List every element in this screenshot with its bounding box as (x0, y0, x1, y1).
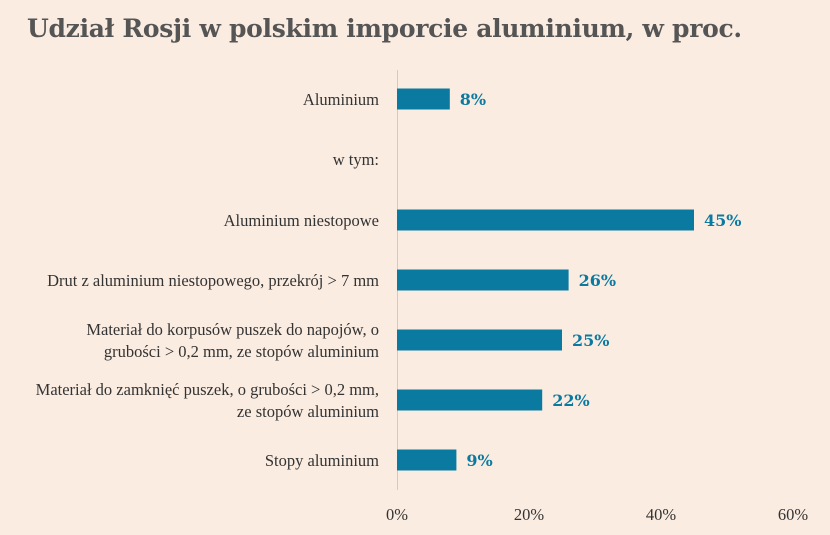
x-tick-label: 20% (514, 505, 545, 524)
data-label: 22% (552, 391, 589, 410)
category-label: Materiał do korpusów puszek do napojów, … (86, 320, 379, 339)
category-label: Stopy aluminium (265, 451, 379, 470)
bar (397, 269, 569, 291)
x-tick-label: 0% (386, 505, 408, 524)
bar (397, 329, 562, 351)
bar (397, 389, 543, 411)
data-label: 45% (704, 211, 741, 230)
data-label: 25% (572, 331, 609, 350)
data-label: 26% (579, 271, 616, 290)
category-label: Aluminium (303, 90, 379, 109)
x-tick-label: 60% (778, 505, 809, 524)
category-label: Aluminium niestopowe (224, 211, 379, 230)
category-label: Materiał do zamknięć puszek, o grubości … (36, 380, 379, 399)
category-label: Drut z aluminium niestopowego, przekrój … (47, 271, 379, 290)
data-label: 9% (466, 451, 492, 470)
chart-title: Udział Rosji w polskim imporcie aluminiu… (27, 14, 742, 43)
category-label: w tym: (333, 150, 379, 169)
category-label: ze stopów aluminium (237, 402, 379, 421)
category-label: grubości > 0,2 mm, ze stopów aluminium (104, 342, 379, 361)
bar (397, 449, 457, 471)
data-label: 8% (460, 90, 486, 109)
bar (397, 88, 450, 110)
x-tick-label: 40% (646, 505, 677, 524)
bar (397, 209, 694, 231)
